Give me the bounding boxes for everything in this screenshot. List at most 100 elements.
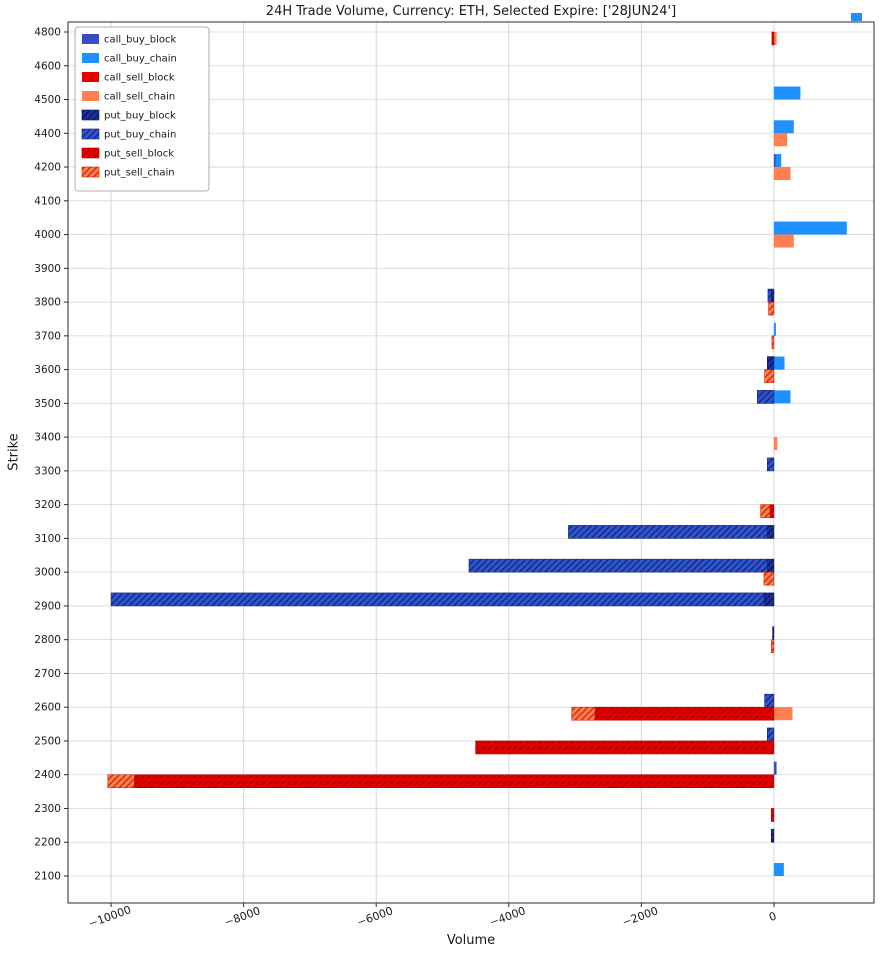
bar-put_buy_chain-3300 xyxy=(766,457,775,472)
bar-call_sell_chain-2600 xyxy=(773,707,793,721)
y-tick-label-3500: 3500 xyxy=(34,398,61,410)
bar-put_sell_block-2600 xyxy=(594,706,775,721)
bar-put_sell_block-4800 xyxy=(771,31,775,46)
bar-call_buy_block-2400 xyxy=(773,761,777,775)
y-tick-label-4600: 4600 xyxy=(34,60,61,72)
chart-title: 24H Trade Volume, Currency: ETH, Selecte… xyxy=(265,4,677,19)
bar-put_buy_block-3600 xyxy=(766,356,775,370)
bar-put_sell_chain-2800 xyxy=(770,639,775,653)
y-axis-ticks: 4800 4600 4500 4400 4200 4100 4000 3900 3800 3700… xyxy=(34,27,68,883)
legend-item-call_sell_chain: call_sell_chain xyxy=(82,91,175,103)
legend-label-call_buy_chain: call_buy_chain xyxy=(104,54,177,65)
y-tick-label-3100: 3100 xyxy=(34,533,61,545)
legend-item-call_sell_block: call_sell_block xyxy=(82,72,175,84)
y-tick-label-3300: 3300 xyxy=(34,465,61,477)
bar-put_buy_chain-2500 xyxy=(766,727,775,742)
legend-label-put_sell_block: put_sell_block xyxy=(104,149,174,160)
legend-label-call_sell_block: call_sell_block xyxy=(104,73,175,84)
y-tick-label-4200: 4200 xyxy=(34,162,61,174)
bar-call_buy_chain-4400 xyxy=(773,120,794,134)
bar-call_buy_chain-4200 xyxy=(775,154,782,168)
bar-call_sell_chain-4200 xyxy=(773,167,791,181)
legend-swatch-put_buy_block xyxy=(81,109,100,121)
y-tick-label-2900: 2900 xyxy=(34,600,61,612)
y-tick-label-2300: 2300 xyxy=(34,803,61,815)
y-tick-label-2500: 2500 xyxy=(34,735,61,747)
bar-call_buy_chain-2100 xyxy=(773,863,784,876)
bar-call_sell_chain-4800 xyxy=(773,32,777,45)
legend-swatch-put_sell_chain xyxy=(81,166,100,178)
x-axis-label: Volume xyxy=(446,933,496,948)
bar-call_sell_chain-3400 xyxy=(773,437,778,451)
legend-swatch-call_buy_chain xyxy=(82,53,99,63)
bar-put_buy_chain-3800 xyxy=(767,288,772,303)
y-tick-label-4500: 4500 xyxy=(34,94,61,106)
legend-item-put_buy_block: put_buy_block xyxy=(81,109,176,122)
bar-put_buy_block-3800 xyxy=(770,288,775,303)
y-tick-label-3800: 3800 xyxy=(34,297,61,309)
bar-call_sell_chain-4000 xyxy=(773,234,794,248)
bar-put_sell_chain-3800 xyxy=(768,301,775,316)
legend-swatch-call_sell_block xyxy=(82,72,99,82)
y-tick-label-4000: 4000 xyxy=(34,229,61,241)
legend-box xyxy=(74,26,210,192)
bar-put_sell_chain-3700 xyxy=(771,335,775,350)
bar-call_buy_block-4200 xyxy=(773,154,776,168)
bar-put_sell_block-2300 xyxy=(770,808,775,822)
y-tick-label-4400: 4400 xyxy=(34,128,61,140)
top-right-tick-mark xyxy=(851,13,862,21)
legend-item-call_buy_block: call_buy_block xyxy=(82,34,177,46)
plot-frame xyxy=(67,21,875,904)
y-tick-label-2200: 2200 xyxy=(34,837,61,849)
legend-label-call_buy_block: call_buy_block xyxy=(104,35,177,46)
bar-call_buy_chain-4000 xyxy=(773,221,847,235)
bar-put_sell_chain-3000 xyxy=(763,571,775,586)
bar-put_sell_chain-2400 xyxy=(107,774,135,789)
bar-put_buy_chain-3500 xyxy=(757,390,775,404)
y-tick-label-2100: 2100 xyxy=(34,871,61,883)
legend: call_buy_block call_buy_chain call_sell_bl… xyxy=(74,26,210,192)
legend-swatch-put_sell_block xyxy=(81,147,100,159)
legend-swatch-call_buy_block xyxy=(82,34,99,44)
legend-item-put_sell_chain: put_sell_chain xyxy=(81,166,175,179)
bar-put_sell_chain-3200 xyxy=(760,504,771,518)
y-axis-label: Strike xyxy=(6,433,22,471)
y-tick-label-2600: 2600 xyxy=(34,702,61,714)
y-tick-label-2400: 2400 xyxy=(34,769,61,781)
bar-call_buy_chain-4500 xyxy=(773,86,801,100)
bar-put_buy_chain-3100 xyxy=(568,525,768,539)
legend-item-put_sell_block: put_sell_block xyxy=(81,147,174,160)
bar-put_sell_chain-3600 xyxy=(764,369,775,383)
y-tick-label-3200: 3200 xyxy=(34,499,61,511)
bars xyxy=(107,31,847,876)
bar-call_buy_chain-3500 xyxy=(773,390,791,404)
y-tick-label-3600: 3600 xyxy=(34,364,61,376)
y-tick-label-2800: 2800 xyxy=(34,634,61,646)
bar-put_sell_block-3200 xyxy=(769,504,775,518)
y-tick-label-2700: 2700 xyxy=(34,668,61,680)
legend-label-put_buy_block: put_buy_block xyxy=(104,111,176,122)
x-tick-label: 0 xyxy=(767,909,778,924)
bar-put_buy_chain-2900 xyxy=(110,592,765,607)
legend-item-call_buy_chain: call_buy_chain xyxy=(82,53,177,65)
y-tick-label-3900: 3900 xyxy=(34,263,61,275)
bar-call_buy_chain-3600 xyxy=(773,356,785,370)
bar-put_buy_block-2800 xyxy=(772,626,775,640)
bar-put_buy_chain-2600 xyxy=(764,693,775,708)
legend-swatch-call_sell_chain xyxy=(82,91,99,101)
bar-call_sell_chain-4400 xyxy=(773,133,788,147)
y-tick-label-3700: 3700 xyxy=(34,330,61,342)
bar-put_sell_chain-2600 xyxy=(571,706,596,721)
bar-put_sell_block-2500 xyxy=(475,740,775,755)
y-tick-label-3000: 3000 xyxy=(34,567,61,579)
bar-put_buy_block-2200 xyxy=(770,828,775,843)
bar-put_sell_block-2400 xyxy=(133,774,775,789)
bar-put_buy_block-3000 xyxy=(766,558,775,573)
legend-label-put_sell_chain: put_sell_chain xyxy=(104,168,175,179)
bar-put_buy_block-2900 xyxy=(763,592,775,607)
legend-label-put_buy_chain: put_buy_chain xyxy=(104,130,176,141)
bar-call_buy_chain-3700 xyxy=(773,322,776,336)
bar-put_buy_block-3100 xyxy=(766,525,775,539)
